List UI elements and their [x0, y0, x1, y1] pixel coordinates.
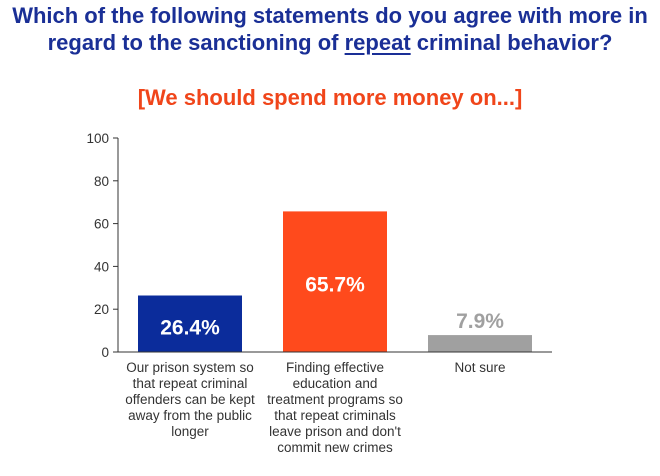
y-tick-label: 40 [94, 259, 109, 274]
data-label: 65.7% [305, 273, 365, 296]
bar [283, 211, 387, 352]
category-label: Finding effective education and treatmen… [267, 360, 403, 455]
title-part-1: Which of the following statements do you… [12, 3, 648, 55]
title-part-2: criminal behavior? [410, 30, 613, 55]
bars [138, 211, 532, 352]
data-label: 26.4% [160, 317, 220, 340]
category-label: Our prison system so that repeat crimina… [125, 360, 255, 439]
bar [138, 295, 242, 352]
y-tick-label: 20 [94, 302, 109, 317]
y-tick-label: 0 [101, 345, 109, 360]
chart-subtitle: [We should spend more money on...] [137, 85, 523, 110]
data-labels: 26.4% 65.7% 7.9% [160, 273, 504, 339]
y-tick-label: 80 [94, 174, 109, 189]
data-label: 7.9% [456, 310, 504, 333]
bar [428, 335, 532, 352]
category-label: Not sure [454, 360, 506, 375]
title-underlined-word: repeat [344, 30, 411, 55]
y-tick-label: 60 [94, 217, 109, 232]
y-tick-label: 100 [86, 131, 109, 146]
chart-title: Which of the following statements do you… [0, 2, 660, 56]
y-axis: 0 20 40 60 80 100 [86, 131, 118, 360]
